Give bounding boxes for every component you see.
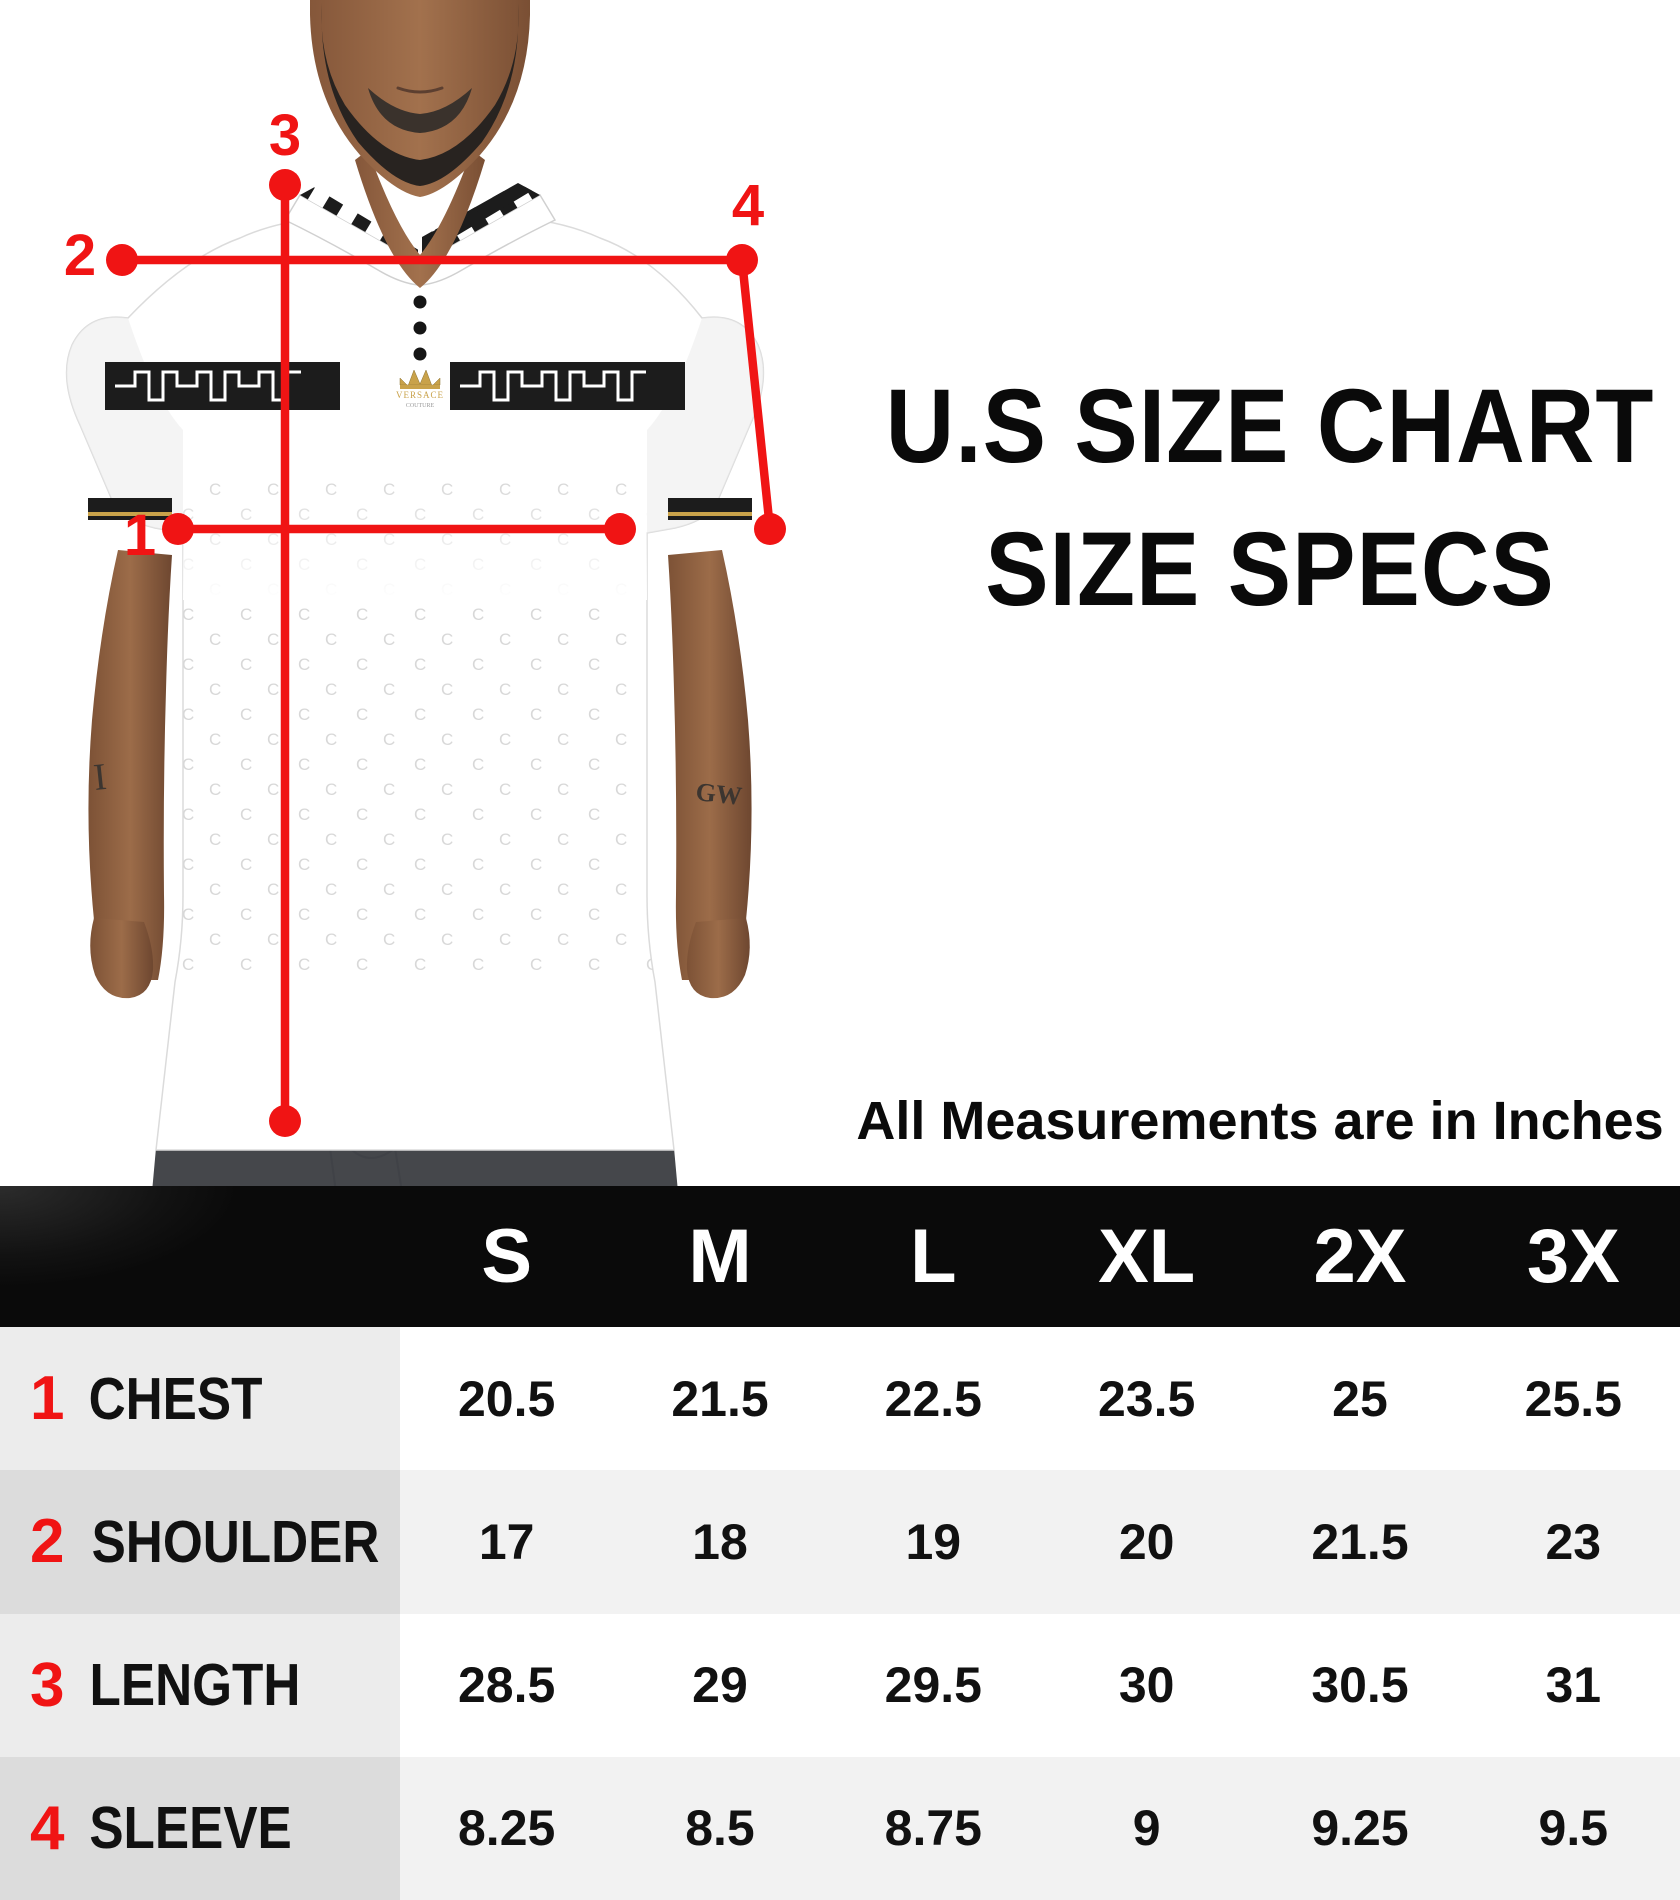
svg-text:3: 3 xyxy=(269,103,301,168)
svg-text:2: 2 xyxy=(64,223,96,288)
svg-text:1: 1 xyxy=(124,503,156,568)
svg-text:4: 4 xyxy=(732,173,764,238)
